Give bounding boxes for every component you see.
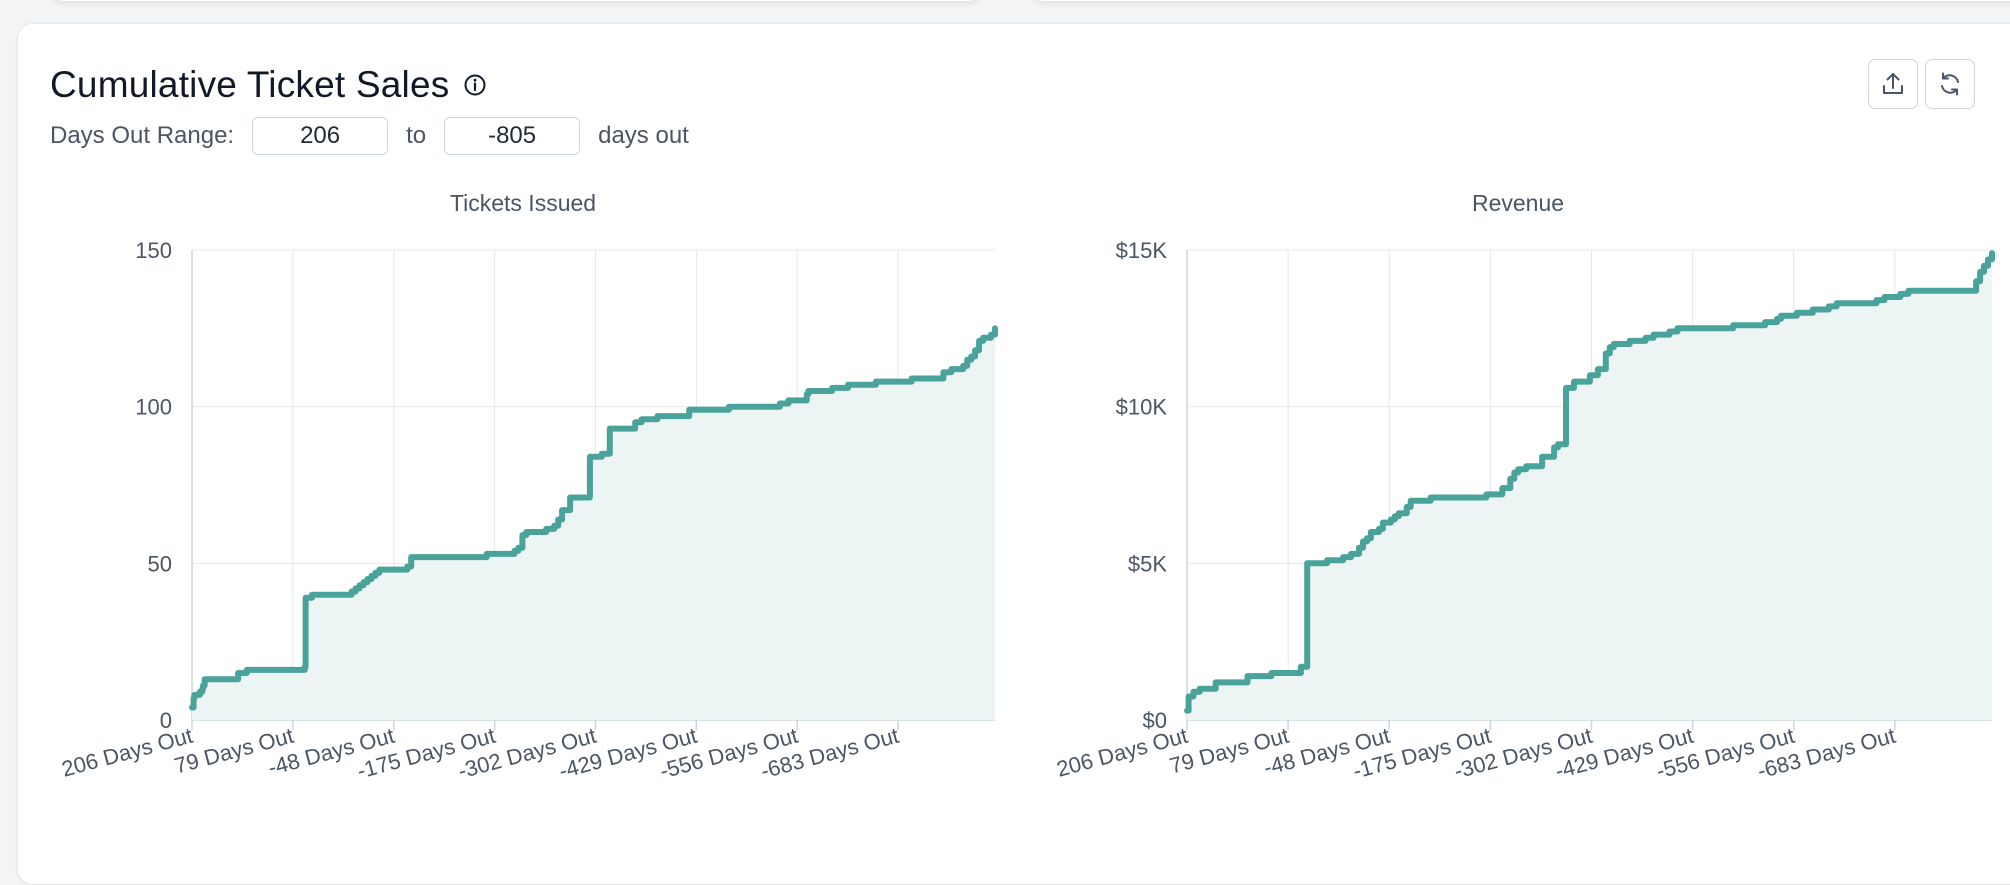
- export-button[interactable]: [1868, 59, 1918, 109]
- series-line: [1184, 250, 1995, 714]
- card-header: Cumulative Ticket Sales: [50, 64, 487, 106]
- y-tick-label: 100: [135, 395, 172, 420]
- chart-title: Revenue: [1472, 190, 1564, 216]
- y-tick-label: $5K: [1128, 551, 1167, 576]
- info-circle-icon[interactable]: [463, 73, 487, 97]
- series-area: [1187, 253, 1992, 720]
- y-tick-label: 50: [148, 551, 172, 576]
- refresh-button[interactable]: [1925, 59, 1975, 109]
- y-tick-label: $10K: [1116, 395, 1168, 420]
- range-label: Days Out Range:: [50, 122, 235, 149]
- y-tick-label: $0: [1143, 708, 1167, 733]
- days-out-range: Days Out Range: to days out: [50, 117, 689, 155]
- y-tick-label: 150: [135, 238, 172, 263]
- card-title: Cumulative Ticket Sales: [50, 64, 450, 105]
- series-area: [192, 328, 995, 720]
- chart-title: Tickets Issued: [450, 190, 596, 216]
- refresh-icon: [1941, 72, 1959, 96]
- y-tick-label: 0: [160, 708, 172, 733]
- range-end-input[interactable]: [444, 117, 581, 155]
- range-separator: to: [406, 122, 427, 149]
- y-tick-label: $15K: [1116, 238, 1168, 263]
- range-start-input[interactable]: [252, 117, 389, 155]
- range-suffix: days out: [598, 122, 689, 149]
- upload-icon: [1883, 73, 1903, 94]
- x-tick-label: 206 Days Out: [1054, 723, 1190, 782]
- series-line: [189, 325, 998, 711]
- x-tick-label: 206 Days Out: [59, 723, 195, 782]
